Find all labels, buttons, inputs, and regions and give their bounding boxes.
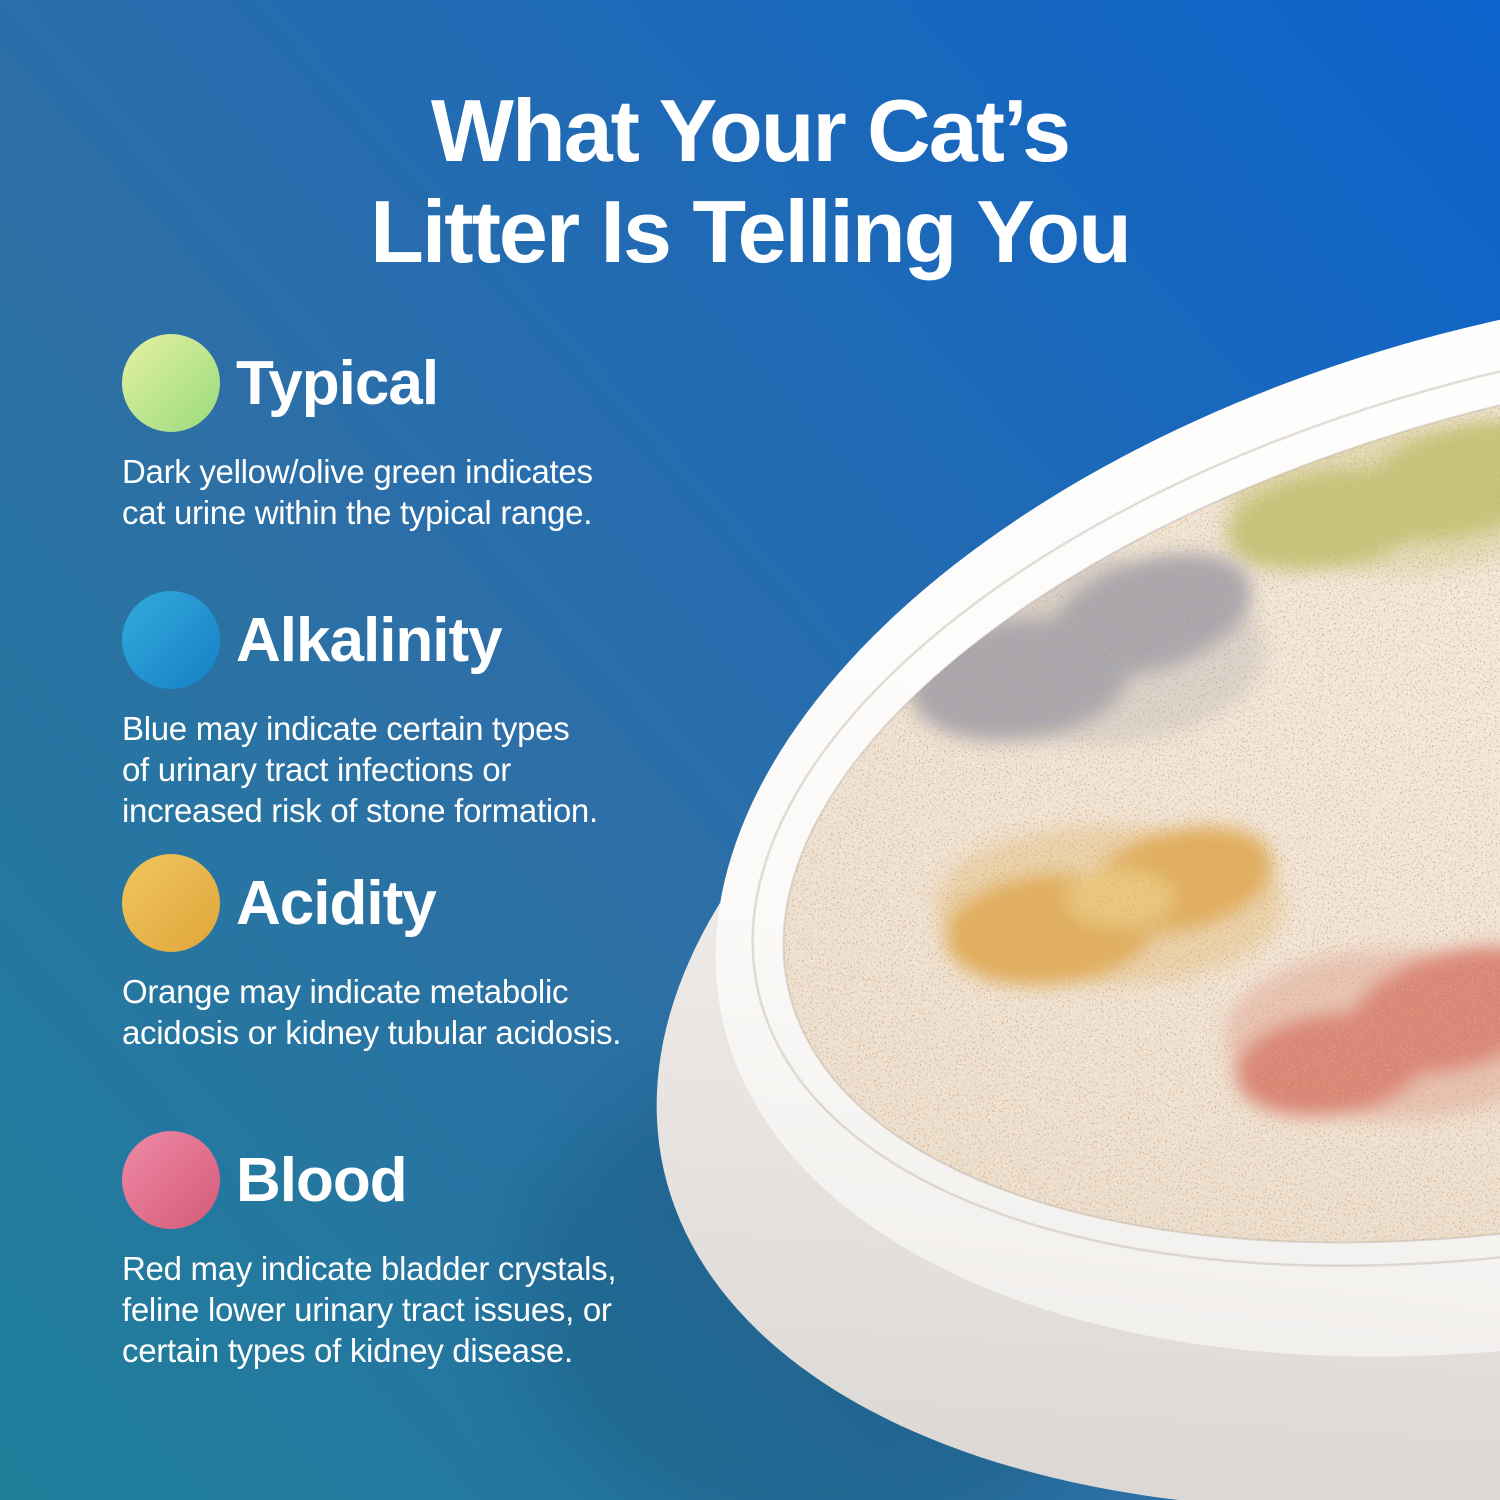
legend-item-alkalinity-header: Alkalinity [122,591,722,689]
legend-item-alkalinity-description: Blue may indicate certain types of urina… [122,708,722,831]
legend-item-alkalinity-label: Alkalinity [236,605,503,675]
text-line: of urinary tract infections or [122,751,511,788]
legend-item-blood-description: Red may indicate bladder crystals, felin… [122,1248,722,1371]
alkalinity-color-dot [122,591,220,689]
text-line: Red may indicate bladder crystals, [122,1250,617,1287]
text-line: Orange may indicate metabolic [122,973,569,1010]
text-line: increased risk of stone formation. [122,792,598,829]
litter-speckles-fine [783,357,1500,1243]
legend-item-blood-header: Blood [122,1131,722,1229]
title-line-1: What Your Cat’s [430,81,1071,180]
legend-item-typical-label: Typical [236,348,439,418]
acidity-color-dot [122,854,220,952]
text-line: Blue may indicate certain types [122,710,570,747]
legend-item-typical-header: Typical [122,334,722,432]
text-line: feline lower urinary tract issues, or [122,1291,612,1328]
legend-item-acidity-description: Orange may indicate metabolic acidosis o… [122,971,722,1053]
title-line-2: Litter Is Telling You [370,182,1132,281]
text-line: acidosis or kidney tubular acidosis. [122,1014,622,1051]
legend-item-blood: Blood Red may indicate bladder crystals,… [122,1131,722,1371]
legend-item-typical-description: Dark yellow/olive green indicates cat ur… [122,451,722,533]
legend-item-alkalinity: Alkalinity Blue may indicate certain typ… [122,591,722,831]
legend-item-acidity: Acidity Orange may indicate metabolic ac… [122,854,722,1053]
legend-item-acidity-header: Acidity [122,854,722,952]
typical-color-dot [122,334,220,432]
blood-color-dot [122,1131,220,1229]
text-line: cat urine within the typical range. [122,494,593,531]
bowl-rim-crease [751,325,1500,1267]
legend-item-typical: Typical Dark yellow/olive green indicate… [122,334,722,533]
page-title: What Your Cat’s Litter Is Telling You [0,80,1500,282]
legend-item-acidity-label: Acidity [236,868,437,938]
text-line: certain types of kidney disease. [122,1332,573,1369]
legend-item-blood-label: Blood [236,1145,408,1215]
text-line: Dark yellow/olive green indicates [122,453,593,490]
